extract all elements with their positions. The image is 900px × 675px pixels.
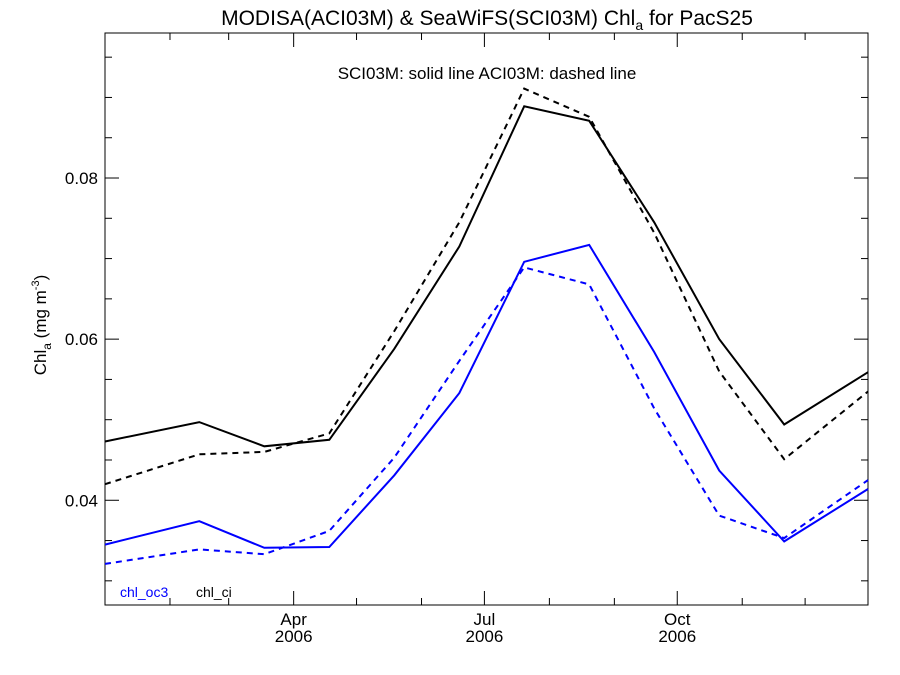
series-line-chl-oc3-dashed xyxy=(104,266,869,565)
y-tick-label: 0.08 xyxy=(65,169,98,188)
x-tick-label-month: Jul xyxy=(474,610,496,629)
y-axis-label-main: Chl xyxy=(31,350,50,376)
x-tick-label-month: Oct xyxy=(664,610,691,629)
series-line-chl-ci-dashed xyxy=(104,87,869,486)
series-layer xyxy=(104,87,869,565)
y-axis-label-superscript: -3 xyxy=(30,280,42,290)
y-axis-label-units: (mg m xyxy=(31,290,50,343)
legend-item-chl-ci: chl_ci xyxy=(196,584,232,600)
y-axis-label-close: ) xyxy=(31,275,50,281)
legend: chl_oc3 chl_ci xyxy=(120,584,232,600)
series-annotation: SCI03M: solid line ACI03M: dashed line xyxy=(338,64,637,83)
legend-item-chl-oc3: chl_oc3 xyxy=(120,584,168,600)
series-line-chl-oc3-solid xyxy=(104,243,869,549)
chart-title: MODISA(ACI03M) & SeaWiFS(SCI03M) Chla fo… xyxy=(221,7,753,33)
chart-title-main: MODISA(ACI03M) & SeaWiFS(SCI03M) Chl xyxy=(221,7,635,30)
chart-title-suffix: for PacS25 xyxy=(643,7,753,30)
x-tick-label-month: Apr xyxy=(280,610,307,629)
y-tick-label: 0.04 xyxy=(65,491,98,510)
x-tick-label-year: 2006 xyxy=(465,627,503,646)
axis-ticks xyxy=(105,33,868,605)
y-axis-label-subscript: a xyxy=(40,343,54,350)
chart-title-subscript: a xyxy=(635,17,643,33)
x-tick-label-year: 2006 xyxy=(658,627,696,646)
y-axis-label: Chla (mg m-3) xyxy=(30,275,54,376)
series-line-chl-ci-solid xyxy=(104,105,869,448)
y-tick-label: 0.06 xyxy=(65,330,98,349)
x-tick-label-year: 2006 xyxy=(275,627,313,646)
plot-frame xyxy=(104,32,869,606)
plot-border xyxy=(104,32,869,606)
